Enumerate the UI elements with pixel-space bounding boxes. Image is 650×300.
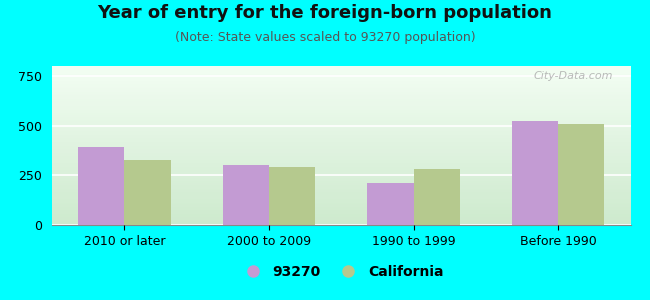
Bar <box>269 167 315 225</box>
Text: Year of entry for the foreign-born population: Year of entry for the foreign-born popul… <box>98 4 552 22</box>
Bar <box>78 148 124 225</box>
Text: (Note: State values scaled to 93270 population): (Note: State values scaled to 93270 popu… <box>175 32 475 44</box>
Bar <box>558 124 605 225</box>
Text: City-Data.com: City-Data.com <box>534 71 613 81</box>
Bar <box>413 169 460 225</box>
Bar <box>223 165 269 225</box>
Legend: 93270, California: 93270, California <box>233 260 449 285</box>
Bar <box>512 121 558 225</box>
Bar <box>124 160 170 225</box>
Bar <box>367 183 413 225</box>
